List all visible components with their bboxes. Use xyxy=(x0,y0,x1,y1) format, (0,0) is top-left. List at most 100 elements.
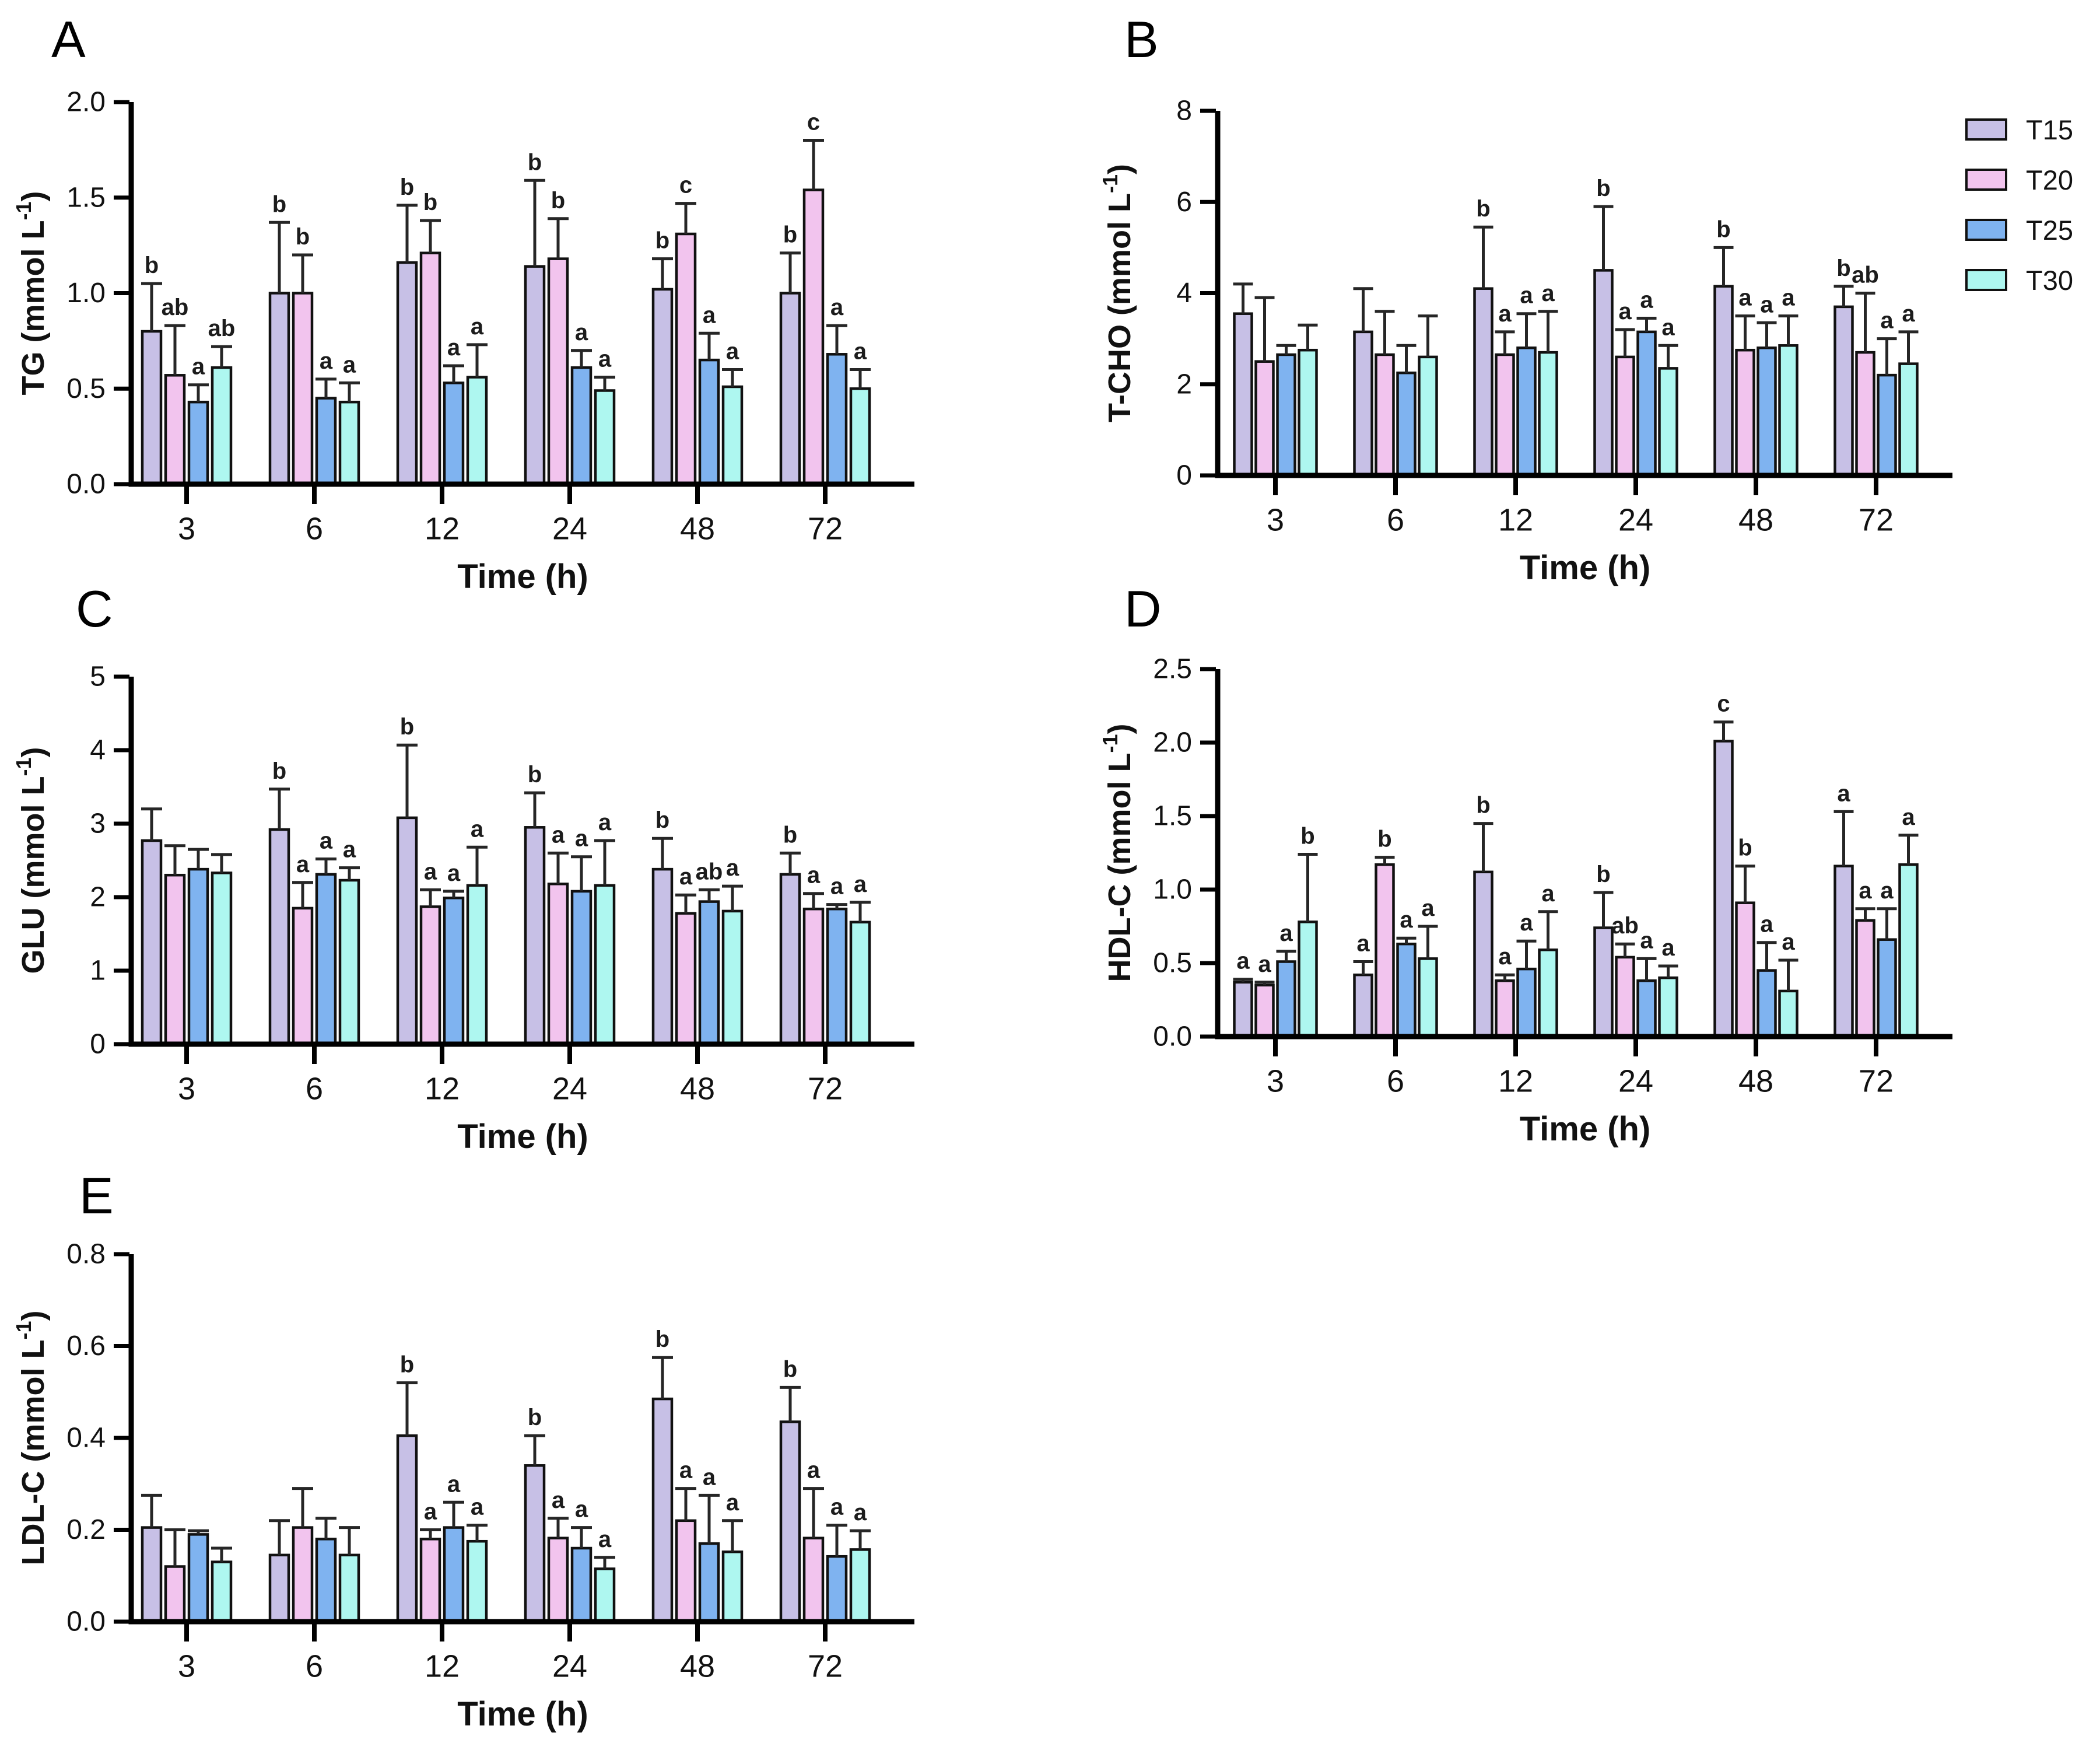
bar-t25-72h xyxy=(826,353,848,486)
sig-letter: a xyxy=(679,1458,693,1483)
bar-t20-72h xyxy=(1855,351,1875,477)
bar-t20-12h xyxy=(419,905,441,1046)
bar-t25-24h xyxy=(570,1546,593,1623)
bar-t30-3h xyxy=(1298,921,1318,1038)
legend-item-t20: T20 xyxy=(1965,164,2073,195)
sig-letter: a xyxy=(1859,878,1872,904)
x-tick-label: 72 xyxy=(808,1071,843,1106)
sig-letter: a xyxy=(726,1490,739,1516)
sig-letter: b xyxy=(296,224,310,250)
bar-t20-24h xyxy=(1615,956,1635,1038)
sig-letter: a xyxy=(1837,780,1850,806)
x-tick-label: 24 xyxy=(1618,1063,1653,1098)
bar-t30-24h xyxy=(594,884,616,1046)
sig-letter: c xyxy=(807,110,820,135)
sig-letter: a xyxy=(1760,292,1773,317)
sig-letter: a xyxy=(1356,931,1370,957)
y-tick-label: 4 xyxy=(90,735,106,766)
x-tick-label: 3 xyxy=(178,1071,195,1106)
sig-letter: a xyxy=(830,295,844,320)
y-tick-label: 1.0 xyxy=(1153,874,1192,905)
x-tick-label: 12 xyxy=(1498,502,1533,537)
y-tick-label: 0.4 xyxy=(66,1423,106,1454)
bar-t25-3h xyxy=(187,1533,209,1623)
bar-t20-6h xyxy=(1375,353,1395,477)
bar-t25-12h xyxy=(443,897,465,1046)
bar-t20-3h xyxy=(1254,984,1275,1038)
sig-letter: b xyxy=(1596,862,1610,887)
sig-letter: a xyxy=(296,852,310,877)
bar-t25-24h xyxy=(1636,330,1657,477)
x-tick-label: 48 xyxy=(1738,502,1773,537)
series-t15: b b b b xyxy=(141,1326,801,1623)
sig-letter: a xyxy=(726,339,739,365)
bar-t20-24h xyxy=(547,257,569,486)
sig-letter: b xyxy=(1716,216,1730,242)
panel-label-a: A xyxy=(51,10,86,68)
bar-t15-72h xyxy=(1833,864,1854,1038)
bar-t15-12h xyxy=(1473,287,1494,477)
bar-t15-72h xyxy=(1833,305,1854,477)
y-axis-title: LDL-C (mmol L-1) xyxy=(12,1311,51,1566)
sig-letter: a xyxy=(575,320,588,345)
x-tick-label: 48 xyxy=(680,511,715,546)
sig-letter: b xyxy=(783,222,797,248)
bar-t15-24h xyxy=(524,826,546,1046)
sig-letter: b xyxy=(1836,256,1850,281)
sig-letter: c xyxy=(679,173,692,198)
sig-letter: a xyxy=(447,860,461,886)
bar-t15-12h xyxy=(396,1434,418,1623)
bar-t25-48h xyxy=(698,1542,720,1623)
bar-t25-48h xyxy=(1757,346,1777,477)
y-tick-label: 1 xyxy=(90,956,106,986)
y-axis-title: HDL-C (mmol L-1) xyxy=(1098,724,1137,982)
sig-letter: a xyxy=(471,314,484,340)
bar-t25-6h xyxy=(1396,371,1417,477)
bar-t20-24h xyxy=(547,883,569,1046)
x-axis-title: Time (h) xyxy=(457,558,588,596)
x-tick-label: 12 xyxy=(425,511,460,546)
bar-t30-24h xyxy=(1658,976,1678,1038)
sig-letter: a xyxy=(343,837,356,863)
bar-t15-72h xyxy=(779,292,801,486)
sig-letter: ab xyxy=(696,859,723,884)
x-tick-label: 12 xyxy=(425,1648,460,1684)
sig-letter: b xyxy=(145,253,159,278)
bar-t15-3h xyxy=(141,839,163,1046)
sig-letter: a xyxy=(598,1527,612,1552)
x-tick-label: 72 xyxy=(808,511,843,546)
bar-t20-24h xyxy=(547,1536,569,1623)
x-tick-label: 3 xyxy=(1267,502,1284,537)
x-axis-title: Time (h) xyxy=(457,1695,588,1733)
bar-t20-12h xyxy=(1495,979,1515,1038)
y-tick-label: 0 xyxy=(1176,460,1192,491)
bar-t15-6h xyxy=(1353,973,1373,1038)
sig-letter: a xyxy=(830,874,844,900)
bar-t30-48h xyxy=(1778,989,1799,1038)
sig-letter: a xyxy=(552,1488,565,1513)
legend-swatch-t20 xyxy=(1965,169,2007,191)
bar-t30-6h xyxy=(1418,957,1438,1038)
series-t25: a a a ab a xyxy=(187,826,848,1046)
x-tick-label: 6 xyxy=(306,1071,323,1106)
bar-t25-12h xyxy=(1516,346,1537,477)
x-axis-title: Time (h) xyxy=(457,1118,588,1156)
sig-letter: a xyxy=(471,1494,484,1520)
sig-letter: a xyxy=(1902,804,1915,830)
bar-t15-3h xyxy=(1233,981,1253,1038)
sig-letter: a xyxy=(854,1500,867,1525)
sig-letter: b xyxy=(1300,824,1314,849)
axes xyxy=(1215,669,1952,1040)
bar-t30-72h xyxy=(849,921,871,1046)
bar-t20-6h xyxy=(292,292,314,486)
series-t20: a a a a xyxy=(164,1458,825,1623)
bar-t15-6h xyxy=(268,292,290,486)
sig-letter: a xyxy=(575,826,588,852)
sig-letter: b xyxy=(272,191,286,217)
legend-swatch-t25 xyxy=(1965,219,2007,241)
bar-t25-12h xyxy=(443,1526,465,1623)
